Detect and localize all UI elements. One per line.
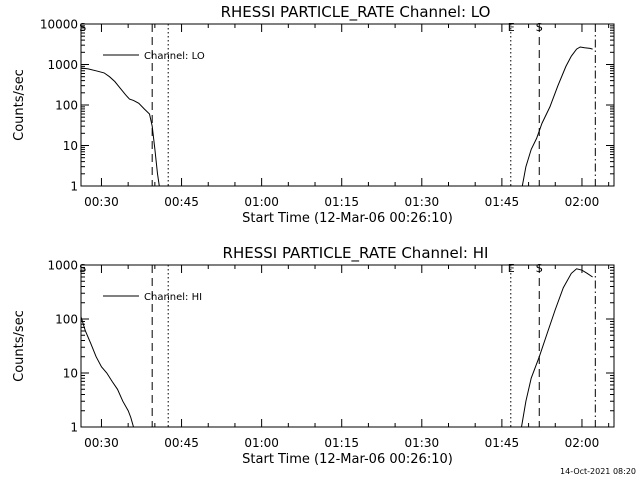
x-tick-label: 01:45 [485, 436, 520, 450]
y-tick-label: 1000 [47, 259, 78, 273]
x-axis-label: Start Time (12-Mar-06 00:26:10) [242, 452, 453, 467]
x-tick-label: 02:00 [565, 195, 600, 209]
y-axis-label: Counts/sec [12, 69, 27, 141]
y-tick-label: 1 [70, 180, 78, 194]
x-tick-label: 00:45 [164, 436, 199, 450]
x-tick-label: 00:30 [84, 195, 119, 209]
x-tick-label: 00:45 [164, 195, 199, 209]
event-label: E [508, 262, 515, 275]
x-tick-label: 01:15 [324, 436, 359, 450]
chart-panel: RHESSI PARTICLE_RATE Channel: HI 1 10 100 10… [12, 244, 615, 467]
x-tick-label: 01:45 [485, 195, 520, 209]
series-line [80, 316, 134, 428]
event-label: S [536, 262, 543, 275]
y-axis-label: Counts/sec [12, 310, 27, 382]
x-tick-label: 01:30 [405, 195, 440, 209]
legend-label: Channel: HI [144, 292, 202, 303]
y-tick-label: 10 [63, 139, 78, 153]
plot-timestamp: 14-Oct-2021 08:20 [560, 467, 636, 476]
y-tick-label: 1 [70, 421, 78, 435]
chart-panel: RHESSI PARTICLE_RATE Channel: LO 1 10 100 10… [12, 3, 615, 226]
event-label: S [536, 21, 543, 34]
y-tick-label: 100 [55, 99, 78, 113]
x-tick-label: 02:00 [565, 436, 600, 450]
x-tick-label: 01:30 [405, 436, 440, 450]
y-tick-label: 1000 [47, 58, 78, 72]
series-line [80, 67, 160, 187]
chart-panels: RHESSI PARTICLE_RATE Channel: LO11010010… [12, 3, 615, 467]
x-axis-label: Start Time (12-Mar-06 00:26:10) [242, 211, 453, 226]
event-label: E [508, 21, 515, 34]
x-tick-label: 00:30 [84, 436, 119, 450]
y-tick-label: 10000 [40, 18, 78, 32]
chart-title: RHESSI PARTICLE_RATE Channel: LO [221, 3, 491, 22]
plot-frame [80, 264, 615, 428]
y-tick-label: 10 [63, 367, 78, 381]
event-label: S [79, 21, 86, 34]
x-tick-label: 01:00 [244, 436, 279, 450]
chart-title: RHESSI PARTICLE_RATE Channel: HI [223, 244, 489, 263]
series-line [521, 268, 593, 428]
y-tick-label: 100 [55, 313, 78, 327]
x-tick-label: 01:00 [244, 195, 279, 209]
event-label: S [79, 262, 86, 275]
legend-label: Channel: LO [144, 51, 205, 62]
series-line [521, 46, 593, 187]
x-tick-label: 01:15 [324, 195, 359, 209]
